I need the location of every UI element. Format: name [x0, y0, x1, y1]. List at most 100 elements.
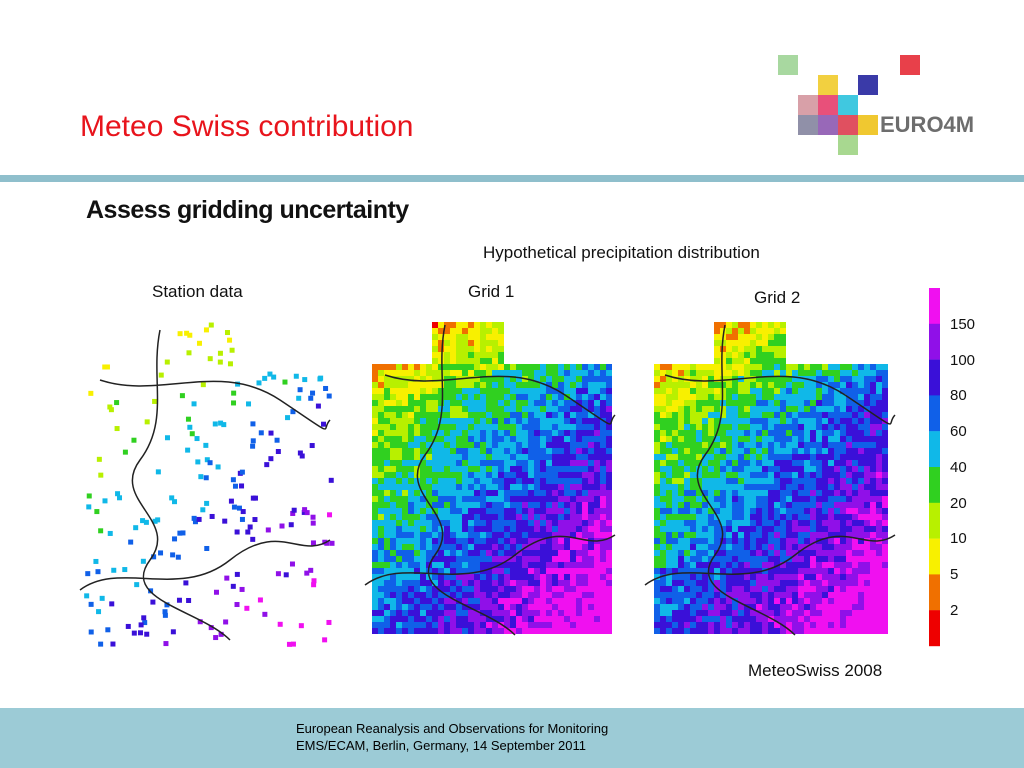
grid-cell [780, 478, 786, 484]
grid-cell [456, 562, 462, 568]
grid-cell [840, 592, 846, 598]
grid-cell [696, 406, 702, 412]
grid-cell [840, 550, 846, 556]
grid-cell [852, 556, 858, 562]
colorbar-segment [929, 574, 940, 611]
grid-cell [432, 400, 438, 406]
grid-cell [378, 412, 384, 418]
station-dot [88, 629, 94, 635]
grid-cell [690, 370, 696, 376]
grid-cell [822, 622, 828, 628]
grid-cell [378, 520, 384, 526]
grid-cell [498, 562, 504, 568]
grid-cell [720, 358, 726, 364]
grid-cell [402, 520, 408, 526]
grid-cell [492, 382, 498, 388]
grid-cell [756, 352, 762, 358]
grid-cell [678, 430, 684, 436]
grid-cell [870, 490, 876, 496]
grid-cell [774, 364, 780, 370]
grid-cell [870, 628, 876, 634]
grid-cell [492, 538, 498, 544]
grid-cell [732, 508, 738, 514]
grid-cell [492, 376, 498, 382]
grid-cell [408, 466, 414, 472]
station-dot [95, 569, 101, 575]
grid-cell [744, 376, 750, 382]
grid-cell [570, 484, 576, 490]
grid-cell [750, 376, 756, 382]
grid-cell [396, 454, 402, 460]
grid-cell [432, 442, 438, 448]
grid-cell [474, 520, 480, 526]
grid-cell [414, 532, 420, 538]
grid-cell [678, 604, 684, 610]
grid-cell [852, 502, 858, 508]
grid-cell [396, 466, 402, 472]
grid-cell [750, 454, 756, 460]
grid-cell [774, 580, 780, 586]
grid-cell [696, 592, 702, 598]
grid-cell [432, 484, 438, 490]
grid-cell [798, 520, 804, 526]
grid-cell [534, 610, 540, 616]
grid-cell [456, 412, 462, 418]
grid-cell [720, 544, 726, 550]
grid-cell [804, 532, 810, 538]
grid-cell [384, 616, 390, 622]
grid-cell [852, 538, 858, 544]
grid-cell [744, 616, 750, 622]
grid-cell [432, 586, 438, 592]
grid-cell [456, 370, 462, 376]
grid-cell [702, 472, 708, 478]
grid-cell [768, 568, 774, 574]
grid-cell [756, 556, 762, 562]
grid-cell [738, 406, 744, 412]
grid-cell [474, 418, 480, 424]
grid-cell [678, 550, 684, 556]
grid-cell [474, 436, 480, 442]
grid-cell [372, 424, 378, 430]
grid-cell [474, 388, 480, 394]
grid-cell [462, 610, 468, 616]
grid-cell [426, 502, 432, 508]
grid-cell [684, 412, 690, 418]
grid-cell [762, 592, 768, 598]
grid-cell [516, 370, 522, 376]
grid-cell [654, 418, 660, 424]
grid-cell [774, 556, 780, 562]
grid-cell [420, 496, 426, 502]
grid-cell [672, 508, 678, 514]
grid-cell [408, 436, 414, 442]
grid-cell [558, 424, 564, 430]
grid-cell [432, 346, 438, 352]
grid-cell [666, 400, 672, 406]
grid-cell [654, 424, 660, 430]
grid-cell [834, 574, 840, 580]
grid-cell [384, 442, 390, 448]
grid-cell [450, 478, 456, 484]
station-dot [191, 515, 197, 521]
grid-cell [744, 550, 750, 556]
grid-cell [672, 502, 678, 508]
grid-cell [456, 628, 462, 634]
grid-cell [528, 616, 534, 622]
grid-cell [852, 532, 858, 538]
grid-cell [576, 520, 582, 526]
grid-cell [438, 394, 444, 400]
grid-cell [528, 478, 534, 484]
grid-cell [702, 580, 708, 586]
grid-cell [732, 328, 738, 334]
grid-cell [600, 388, 606, 394]
grid-cell [690, 406, 696, 412]
grid-cell [786, 616, 792, 622]
grid-cell [726, 448, 732, 454]
grid-cell [876, 472, 882, 478]
grid-cell [594, 574, 600, 580]
grid-cell [786, 538, 792, 544]
grid-cell [828, 460, 834, 466]
grid-cell [414, 502, 420, 508]
grid-cell [582, 520, 588, 526]
grid-cell [426, 490, 432, 496]
grid-cell [786, 388, 792, 394]
